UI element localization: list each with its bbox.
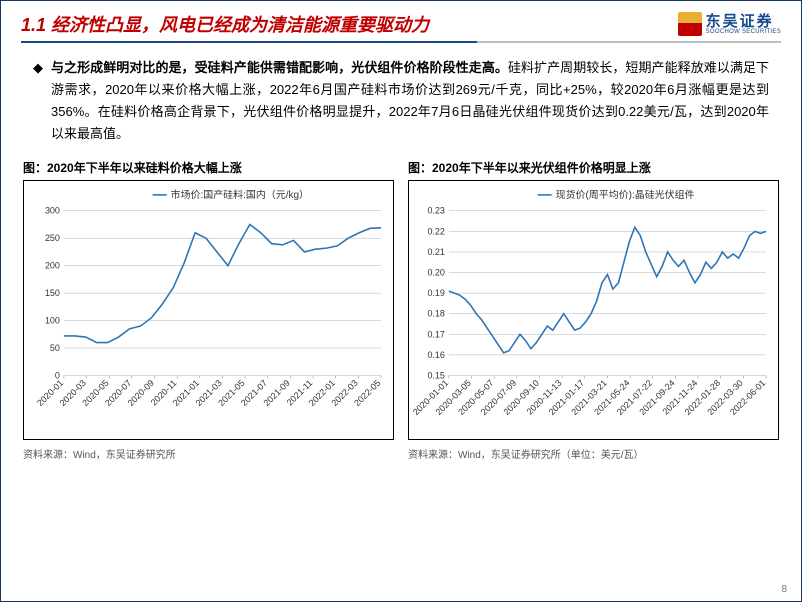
chart-left-title: 图：2020年下半年以来硅料价格大幅上涨 (23, 159, 394, 176)
svg-text:250: 250 (45, 234, 60, 244)
svg-text:0.19: 0.19 (427, 289, 444, 299)
svg-text:100: 100 (45, 316, 60, 326)
svg-text:200: 200 (45, 261, 60, 271)
svg-text:150: 150 (45, 289, 60, 299)
paragraph-lead: 与之形成鲜明对比的是，受硅料产能供需错配影响，光伏组件价格阶段性走高。 (51, 60, 508, 75)
logo-en: SOOCHOW SECURITIES (706, 29, 781, 35)
svg-text:0.16: 0.16 (427, 350, 444, 360)
svg-text:0.18: 0.18 (427, 309, 444, 319)
chart-right: 0.150.160.170.180.190.200.210.220.232020… (409, 181, 778, 439)
svg-text:0.21: 0.21 (427, 247, 444, 257)
page-title: 1.1 经济性凸显，风电已经成为清洁能源重要驱动力 (21, 11, 429, 37)
chart-right-block: 图：2020年下半年以来光伏组件价格明显上涨 0.150.160.170.180… (408, 159, 779, 461)
chart-left: 0501001502002503002020-012020-032020-052… (24, 181, 393, 439)
chart-right-source: 资料来源：Wind，东吴证券研究所（单位：美元/瓦） (408, 446, 779, 461)
page-number: 8 (781, 584, 787, 595)
bullet-icon: ◆ (33, 57, 43, 145)
svg-text:0.20: 0.20 (427, 268, 444, 278)
svg-text:市场价:国产硅料:国内（元/kg）: 市场价:国产硅料:国内（元/kg） (171, 188, 309, 201)
svg-text:0.17: 0.17 (427, 330, 444, 340)
logo-cn: 东吴证券 (706, 14, 781, 29)
brand-logo: 东吴证券 SOOCHOW SECURITIES (678, 12, 781, 36)
svg-text:0.22: 0.22 (427, 227, 444, 237)
chart-left-block: 图：2020年下半年以来硅料价格大幅上涨 0501001502002503002… (23, 159, 394, 461)
chart-right-title: 图：2020年下半年以来光伏组件价格明显上涨 (408, 159, 779, 176)
chart-left-source: 资料来源：Wind，东吴证券研究所 (23, 446, 394, 461)
svg-text:现货价(周平均价):晶硅光伏组件: 现货价(周平均价):晶硅光伏组件 (556, 188, 695, 201)
logo-mark (678, 12, 702, 36)
svg-text:0.23: 0.23 (427, 206, 444, 216)
body-paragraph: ◆ 与之形成鲜明对比的是，受硅料产能供需错配影响，光伏组件价格阶段性走高。硅料扩… (1, 43, 801, 153)
svg-text:300: 300 (45, 206, 60, 216)
svg-text:50: 50 (50, 343, 60, 353)
